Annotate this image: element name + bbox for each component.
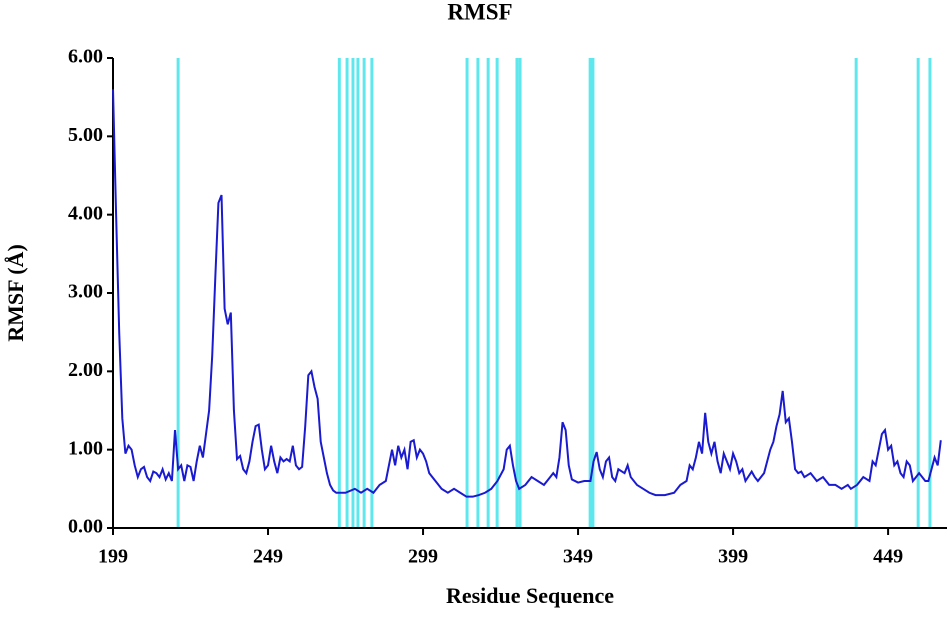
- y-tick-label: 2.00: [68, 359, 103, 381]
- chart-title: RMSF: [447, 0, 512, 24]
- y-tick-label: 0.00: [68, 516, 103, 538]
- x-tick-label: 199: [98, 546, 128, 568]
- y-axis-label: RMSF (Å): [3, 244, 28, 342]
- y-tick-label: 5.00: [68, 124, 103, 146]
- y-tick-label: 1.00: [68, 437, 103, 459]
- x-tick-label: 399: [718, 546, 748, 568]
- x-axis-label: Residue Sequence: [446, 583, 614, 608]
- x-tick-label: 249: [253, 546, 283, 568]
- x-tick-label: 349: [563, 546, 593, 568]
- y-tick-label: 4.00: [68, 202, 103, 224]
- x-tick-label: 299: [408, 546, 438, 568]
- x-tick-label: 449: [873, 546, 903, 568]
- y-tick-label: 6.00: [68, 46, 103, 68]
- data-line: [112, 89, 942, 498]
- y-tick-label: 3.00: [68, 281, 103, 303]
